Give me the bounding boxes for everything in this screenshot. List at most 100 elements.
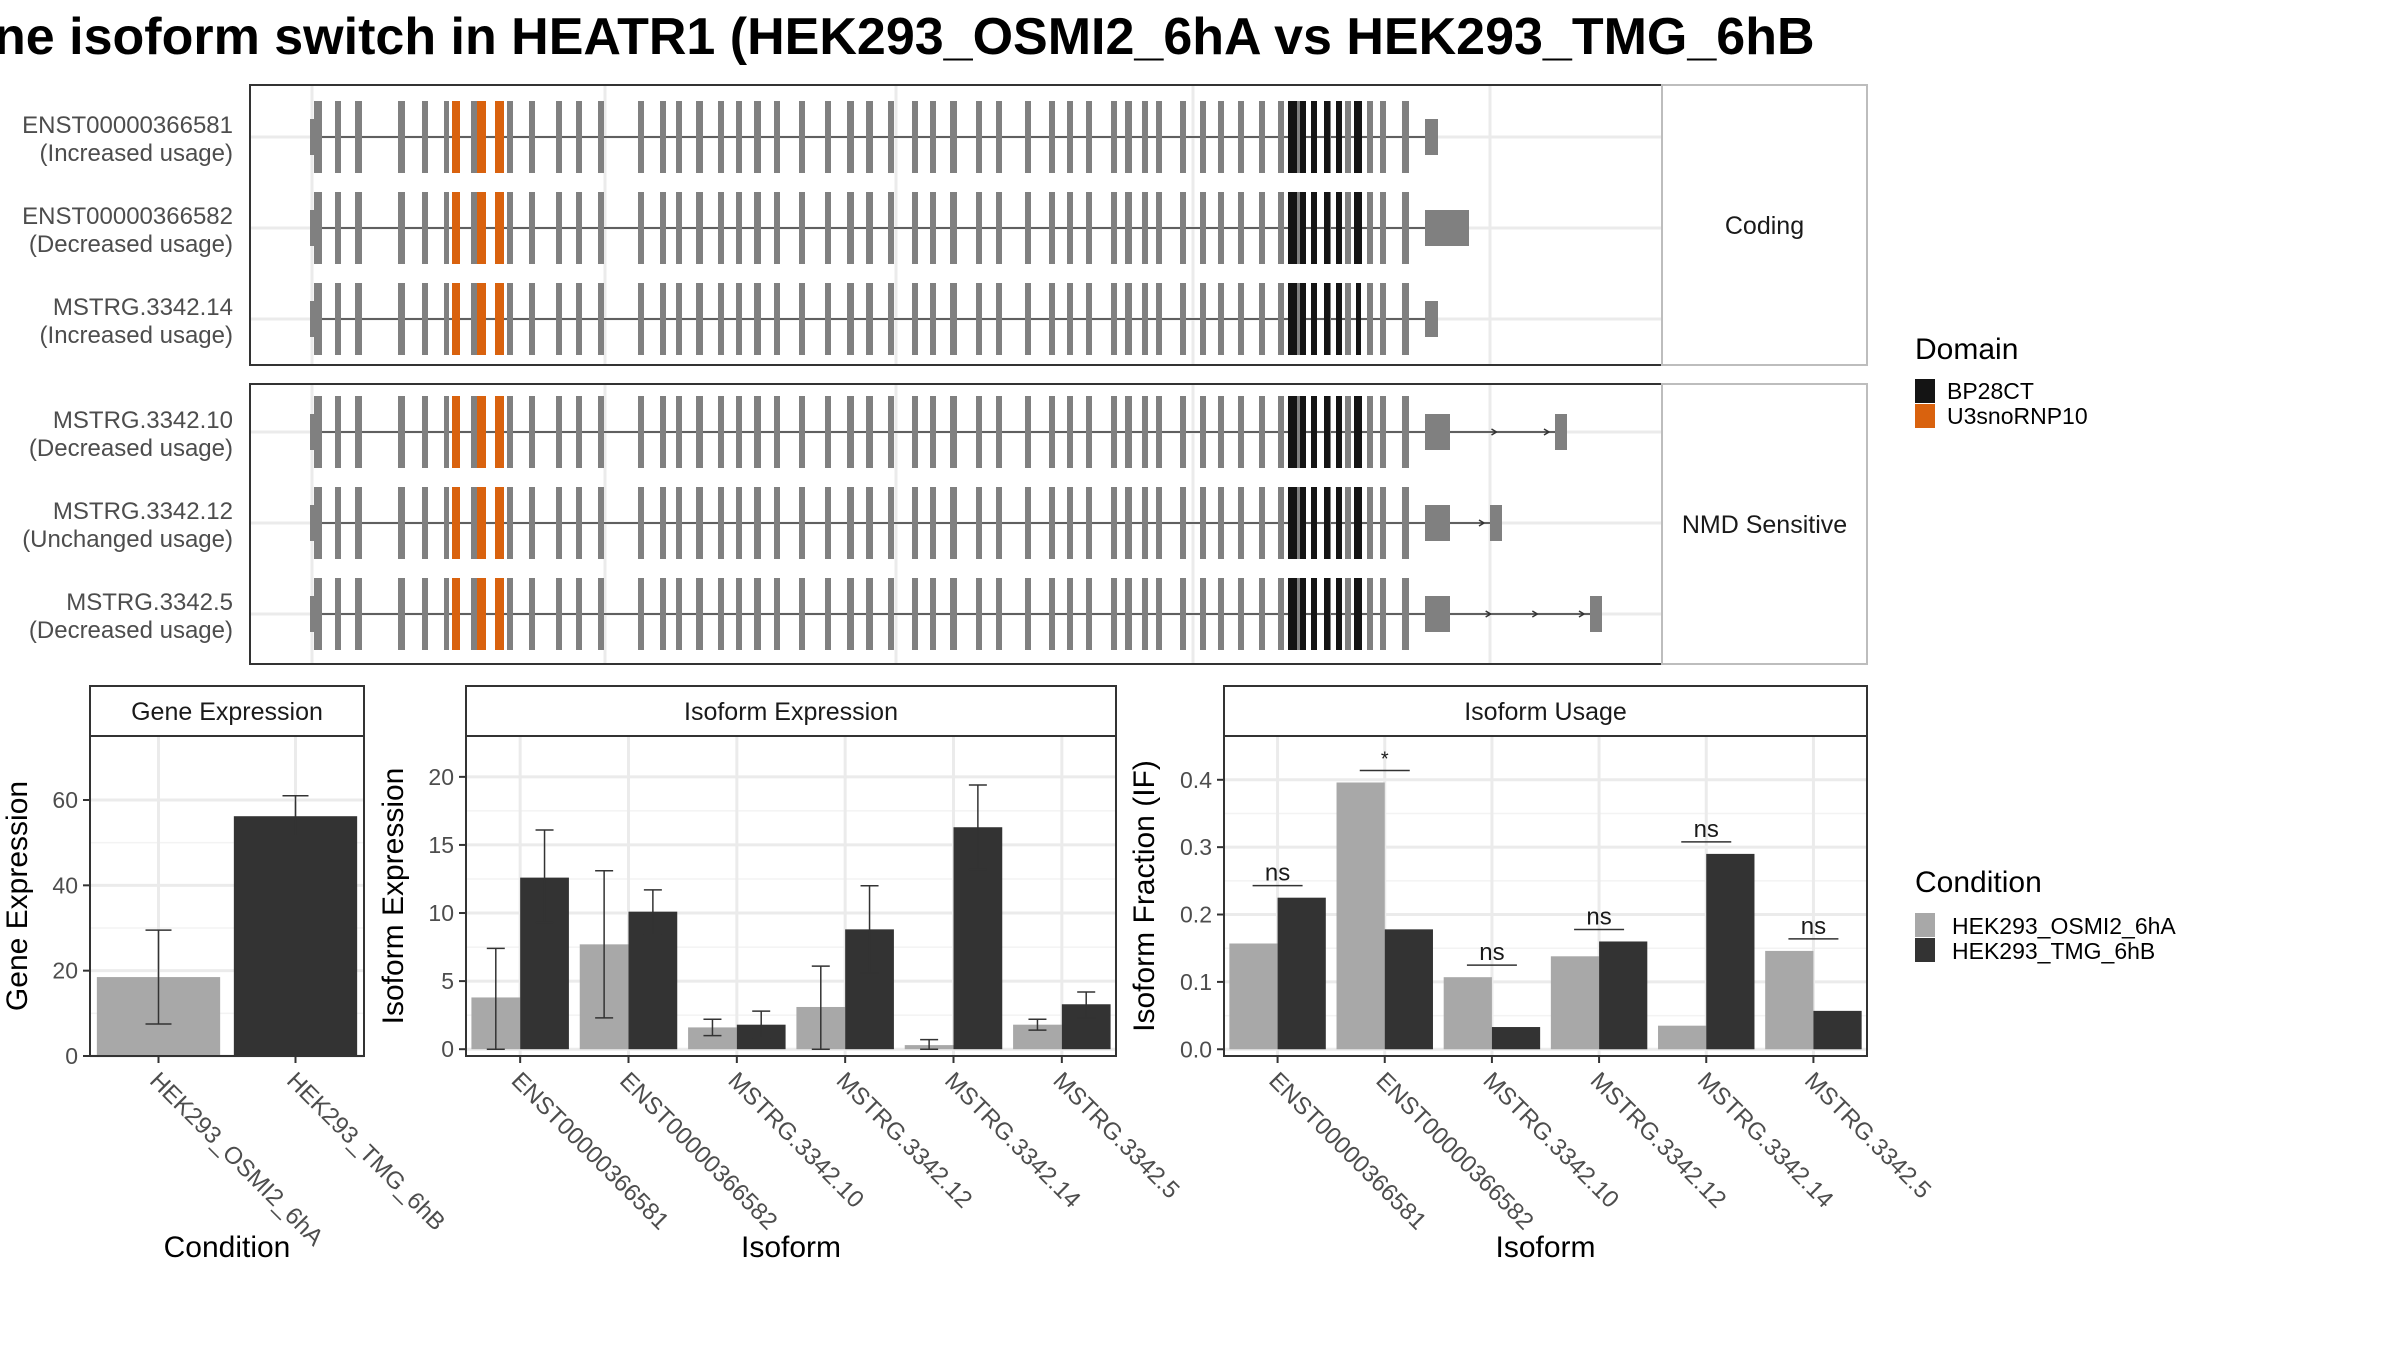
exon — [1180, 283, 1186, 355]
y-axis-title: Isoform Expression — [377, 768, 410, 1025]
exon — [696, 101, 703, 173]
exon — [507, 283, 513, 355]
exon — [444, 283, 449, 355]
exon — [598, 578, 604, 650]
exon — [718, 283, 724, 355]
exon-bp28ct-domain — [1324, 487, 1330, 559]
exon — [1345, 101, 1351, 173]
exon — [556, 487, 562, 559]
transcript-row: MSTRG.3342.12(Unchanged usage) — [22, 487, 1502, 559]
exon — [847, 101, 854, 173]
exon — [1067, 283, 1073, 355]
exon — [1067, 192, 1073, 264]
exon — [638, 578, 644, 650]
transcript-id-label: MSTRG.3342.14 — [53, 294, 233, 321]
chart-panel-isoform-expression: Isoform Expression05101520ENST0000036658… — [377, 685, 1185, 1264]
legend-key-bp28ct — [1915, 379, 1935, 403]
domain-legend-title: Domain — [1915, 333, 2018, 366]
exon — [1380, 283, 1386, 355]
exon — [754, 192, 761, 264]
exon-bp28ct-domain — [1300, 396, 1306, 468]
exon — [950, 396, 957, 468]
exon — [1345, 283, 1351, 355]
exon — [1259, 487, 1265, 559]
exon — [888, 578, 894, 650]
exon — [736, 283, 742, 355]
exon-u3snornp10-domain — [495, 192, 504, 264]
chart-title: Isoform Expression — [684, 698, 898, 726]
exon — [1086, 192, 1092, 264]
chart-title-strip — [1223, 685, 1868, 737]
transcript-usage-label: (Decreased usage) — [29, 435, 233, 462]
nmd-terminal-exon — [1555, 414, 1567, 450]
exon — [1238, 101, 1244, 173]
significance-label: ns — [1586, 903, 1611, 930]
exon — [912, 578, 918, 650]
exon — [1156, 283, 1162, 355]
exon — [1259, 396, 1265, 468]
bar — [1550, 956, 1600, 1050]
y-tick-label: 20 — [428, 764, 454, 790]
exon — [1402, 283, 1409, 355]
y-tick-label: 20 — [52, 958, 78, 984]
nmd-terminal-exon — [1490, 505, 1502, 541]
exon — [1218, 101, 1224, 173]
exon — [422, 487, 428, 559]
exon — [1278, 192, 1284, 264]
exon — [676, 578, 682, 650]
bar — [1813, 1010, 1862, 1050]
exon — [1156, 396, 1162, 468]
bar — [1599, 941, 1648, 1050]
exon — [556, 283, 562, 355]
exon — [866, 578, 873, 650]
exon — [1296, 487, 1302, 559]
exon — [1142, 487, 1148, 559]
exon — [1125, 487, 1132, 559]
exon — [866, 396, 873, 468]
intron-direction-arrow — [1485, 610, 1493, 618]
exon-bp28ct-domain — [1311, 396, 1317, 468]
exon — [736, 101, 742, 173]
exon — [696, 396, 703, 468]
exon — [888, 396, 894, 468]
exon — [355, 101, 362, 173]
exon — [1367, 101, 1373, 173]
exon — [718, 487, 724, 559]
exon — [1259, 283, 1265, 355]
exon — [799, 578, 805, 650]
exon — [1086, 578, 1092, 650]
exon — [736, 192, 742, 264]
exon — [314, 192, 322, 264]
exon — [1278, 487, 1284, 559]
intron-direction-arrow — [1543, 428, 1551, 436]
exon — [660, 487, 666, 559]
exon-bp28ct-domain — [1300, 101, 1306, 173]
exon-bp28ct-domain — [1311, 192, 1317, 264]
exon — [1142, 578, 1148, 650]
exon — [1049, 578, 1055, 650]
y-tick-label: 5 — [441, 968, 454, 994]
exon — [556, 396, 562, 468]
exon — [1200, 192, 1206, 264]
exon — [314, 396, 322, 468]
exon — [696, 283, 703, 355]
exon — [444, 101, 449, 173]
condition-legend: Condition HEK293_OSMI2_6hA HEK293_TMG_6h… — [1915, 866, 2176, 964]
exon — [398, 192, 405, 264]
bar — [1336, 782, 1385, 1050]
exon — [825, 283, 831, 355]
exon — [398, 578, 405, 650]
utr-exon — [1425, 119, 1438, 155]
exon — [825, 101, 831, 173]
exon — [335, 283, 341, 355]
exon — [847, 578, 854, 650]
exon — [1380, 101, 1386, 173]
exon — [422, 283, 428, 355]
exon — [1380, 578, 1386, 650]
exon — [976, 396, 982, 468]
exon — [736, 487, 742, 559]
transcript-row: ENST00000366581(Increased usage) — [22, 101, 1438, 173]
y-tick-label: 0.3 — [1180, 834, 1212, 860]
exon — [1086, 283, 1092, 355]
